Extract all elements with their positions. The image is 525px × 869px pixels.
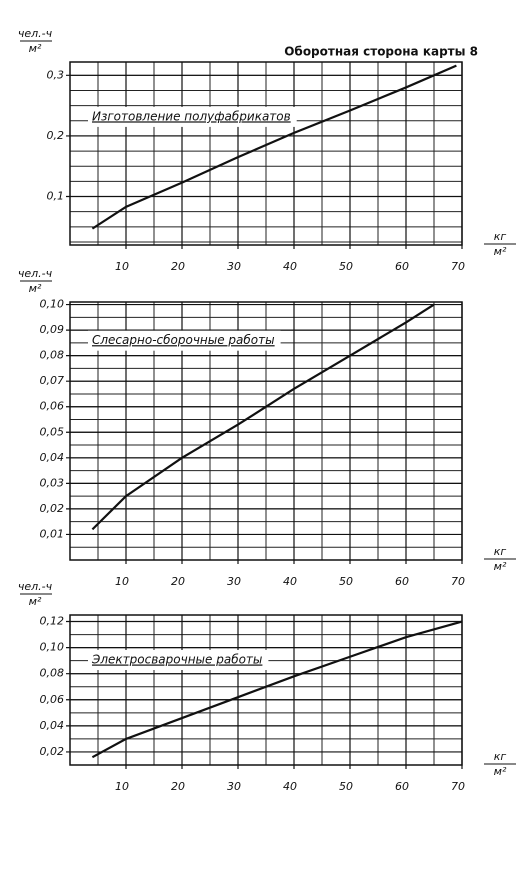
- page-header: Оборотная сторона карты 8: [284, 45, 478, 59]
- x-unit-label: кг: [494, 750, 507, 763]
- curve-label: Электросварочные работы: [91, 653, 262, 667]
- curve-label: Слесарно-сборочные работы: [92, 333, 275, 347]
- x-tick-label: 70: [451, 575, 465, 588]
- y-unit-label: чел.-ч: [18, 267, 53, 280]
- x-tick-label: 20: [171, 780, 185, 793]
- curve: [91, 620, 463, 759]
- x-tick-label: 10: [115, 780, 129, 793]
- curve: [91, 303, 435, 531]
- y-tick-label: 0,09: [40, 323, 65, 336]
- curve: [91, 64, 457, 230]
- y-tick-label: 0,06: [40, 400, 65, 413]
- y-tick-label: 0,08: [40, 667, 65, 680]
- x-tick-label: 30: [227, 260, 241, 273]
- y-tick-label: 0,03: [40, 476, 65, 489]
- x-tick-label: 50: [339, 780, 353, 793]
- x-tick-label: 30: [227, 780, 241, 793]
- x-unit-label: м²: [494, 560, 507, 573]
- curve-label-box: [88, 650, 269, 670]
- x-tick-label: 70: [451, 780, 465, 793]
- x-tick-label: 20: [171, 575, 185, 588]
- x-tick-label: 40: [283, 575, 297, 588]
- curve-label-box: [88, 330, 281, 351]
- x-tick-label: 60: [395, 575, 409, 588]
- y-tick-label: 0,10: [40, 641, 65, 654]
- y-unit-label: чел.-ч: [18, 580, 53, 593]
- y-tick-label: 0,01: [40, 527, 65, 540]
- y-unit-label: м²: [29, 42, 42, 55]
- x-tick-label: 10: [115, 260, 129, 273]
- x-tick-label: 20: [171, 260, 185, 273]
- curve-label: Изготовление полуфабрикатов: [92, 109, 291, 123]
- y-tick-label: 0,04: [40, 451, 65, 464]
- y-tick-label: 0,04: [40, 719, 65, 732]
- x-tick-label: 70: [451, 260, 465, 273]
- x-tick-label: 60: [395, 260, 409, 273]
- y-unit-label: м²: [29, 282, 42, 295]
- x-tick-label: 30: [227, 575, 241, 588]
- x-tick-label: 50: [339, 260, 353, 273]
- x-tick-label: 40: [283, 260, 297, 273]
- y-tick-label: 0,10: [40, 298, 65, 311]
- x-unit-label: кг: [494, 230, 507, 243]
- y-tick-label: 0,05: [40, 425, 65, 438]
- y-tick-label: 0,02: [40, 745, 65, 758]
- x-unit-label: кг: [494, 545, 507, 558]
- x-tick-label: 50: [339, 575, 353, 588]
- y-tick-label: 0,06: [40, 693, 65, 706]
- x-tick-label: 40: [283, 780, 297, 793]
- y-tick-label: 0,1: [47, 190, 65, 203]
- y-unit-label: м²: [29, 595, 42, 608]
- y-tick-label: 0,12: [40, 615, 65, 628]
- curve-label-box: [88, 106, 297, 127]
- x-tick-label: 10: [115, 575, 129, 588]
- x-unit-label: м²: [494, 765, 507, 778]
- x-unit-label: м²: [494, 245, 507, 258]
- y-unit-label: чел.-ч: [18, 27, 53, 40]
- y-tick-label: 0,02: [40, 502, 65, 515]
- y-tick-label: 0,08: [40, 349, 65, 362]
- y-tick-label: 0,2: [47, 129, 65, 142]
- y-tick-label: 0,3: [47, 68, 65, 81]
- x-tick-label: 60: [395, 780, 409, 793]
- y-tick-label: 0,07: [40, 374, 65, 387]
